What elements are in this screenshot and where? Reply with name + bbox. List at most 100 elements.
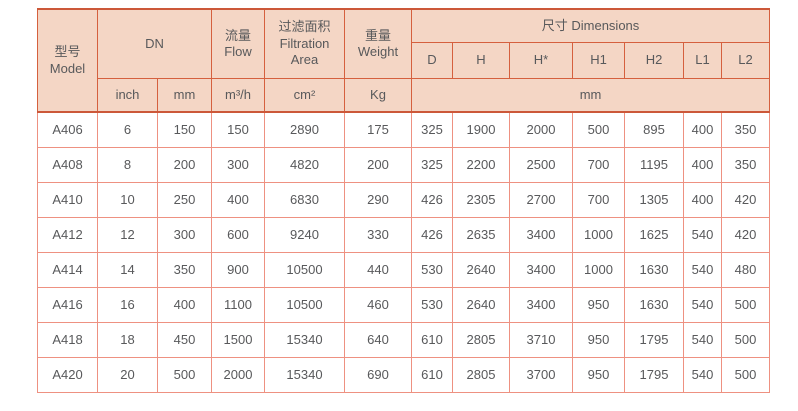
header-row-1: 型号 Model DN 流量 Flow 过滤面积 Filtration Area… xyxy=(37,8,771,113)
table-body: A406 6 150 150 2890 175 325 1900 2000 50… xyxy=(37,111,771,393)
model-cell: A414 xyxy=(37,251,98,288)
value-cell: 12 xyxy=(97,216,158,253)
value-cell: 3710 xyxy=(509,321,573,358)
unit-mm: mm xyxy=(157,77,212,113)
value-cell: 1305 xyxy=(624,181,684,218)
value-cell: 420 xyxy=(720,181,771,218)
value-cell: 1630 xyxy=(624,251,684,288)
header-flow: 流量 Flow xyxy=(211,8,265,79)
value-cell: 150 xyxy=(157,111,212,148)
value-cell: 200 xyxy=(344,146,412,183)
value-cell: 950 xyxy=(572,321,625,358)
value-cell: 10 xyxy=(97,181,158,218)
header-model-zh: 型号 xyxy=(54,44,81,60)
value-cell: 500 xyxy=(572,111,625,148)
value-cell: 200 xyxy=(157,146,212,183)
value-cell: 426 xyxy=(411,181,453,218)
value-cell: 1900 xyxy=(452,111,510,148)
unit-flow: m³/h xyxy=(211,77,265,113)
value-cell: 2805 xyxy=(452,321,510,358)
value-cell: 3700 xyxy=(509,356,573,393)
value-cell: 400 xyxy=(211,181,265,218)
value-cell: 500 xyxy=(157,356,212,393)
table-row: A414 14 350 900 10500 440 530 2640 3400 … xyxy=(37,251,771,288)
header-dim-h1: H1 xyxy=(572,41,625,79)
model-cell: A410 xyxy=(37,181,98,218)
value-cell: 1625 xyxy=(624,216,684,253)
value-cell: 1000 xyxy=(572,216,625,253)
value-cell: 2635 xyxy=(452,216,510,253)
header-weight-zh: 重量 xyxy=(364,27,391,43)
value-cell: 150 xyxy=(211,111,265,148)
header-flow-zh: 流量 xyxy=(224,27,251,43)
header-model: 型号 Model xyxy=(37,8,98,113)
model-cell: A408 xyxy=(37,146,98,183)
value-cell: 1795 xyxy=(624,356,684,393)
value-cell: 9240 xyxy=(264,216,345,253)
header-flow-en: Flow xyxy=(224,43,252,59)
value-cell: 420 xyxy=(720,216,771,253)
value-cell: 2805 xyxy=(452,356,510,393)
model-cell: A418 xyxy=(37,321,98,358)
value-cell: 700 xyxy=(572,181,625,218)
header-filtration-area: 过滤面积 Filtration Area xyxy=(264,8,345,79)
table-row: A420 20 500 2000 15340 690 610 2805 3700… xyxy=(37,356,771,393)
value-cell: 530 xyxy=(411,251,453,288)
header-weight: 重量 Weight xyxy=(344,8,412,79)
value-cell: 350 xyxy=(720,146,771,183)
value-cell: 480 xyxy=(720,251,771,288)
table-row: A406 6 150 150 2890 175 325 1900 2000 50… xyxy=(37,111,771,148)
header-dimensions: 尺寸 Dimensions xyxy=(410,8,771,43)
value-cell: 540 xyxy=(683,356,722,393)
value-cell: 500 xyxy=(720,356,771,393)
value-cell: 14 xyxy=(97,251,158,288)
value-cell: 640 xyxy=(344,321,412,358)
value-cell: 400 xyxy=(683,111,722,148)
value-cell: 450 xyxy=(157,321,212,358)
value-cell: 2640 xyxy=(452,286,510,323)
value-cell: 3400 xyxy=(509,251,573,288)
value-cell: 350 xyxy=(157,251,212,288)
table-row: A408 8 200 300 4820 200 325 2200 2500 70… xyxy=(37,146,771,183)
value-cell: 4820 xyxy=(264,146,345,183)
value-cell: 8 xyxy=(97,146,158,183)
value-cell: 300 xyxy=(211,146,265,183)
value-cell: 6 xyxy=(97,111,158,148)
value-cell: 3400 xyxy=(509,216,573,253)
value-cell: 16 xyxy=(97,286,158,323)
value-cell: 1000 xyxy=(572,251,625,288)
header-filtration-en-2: Area xyxy=(290,51,319,67)
header-dn: DN xyxy=(97,8,212,79)
value-cell: 460 xyxy=(344,286,412,323)
table-row: A418 18 450 1500 15340 640 610 2805 3710… xyxy=(37,321,771,358)
value-cell: 895 xyxy=(624,111,684,148)
header-weight-en: Weight xyxy=(357,43,399,59)
value-cell: 15340 xyxy=(264,356,345,393)
value-cell: 1100 xyxy=(211,286,265,323)
value-cell: 3400 xyxy=(509,286,573,323)
header-dim-d: D xyxy=(411,41,453,79)
spec-table: 型号 Model DN 流量 Flow 过滤面积 Filtration Area… xyxy=(37,8,771,393)
value-cell: 540 xyxy=(683,286,722,323)
unit-dims: mm xyxy=(410,77,771,113)
value-cell: 2640 xyxy=(452,251,510,288)
value-cell: 950 xyxy=(572,286,625,323)
value-cell: 540 xyxy=(683,321,722,358)
value-cell: 690 xyxy=(344,356,412,393)
value-cell: 6830 xyxy=(264,181,345,218)
value-cell: 10500 xyxy=(264,251,345,288)
value-cell: 2890 xyxy=(264,111,345,148)
value-cell: 20 xyxy=(97,356,158,393)
value-cell: 900 xyxy=(211,251,265,288)
value-cell: 700 xyxy=(572,146,625,183)
value-cell: 440 xyxy=(344,251,412,288)
value-cell: 610 xyxy=(411,356,453,393)
value-cell: 610 xyxy=(411,321,453,358)
value-cell: 330 xyxy=(344,216,412,253)
unit-weight: Kg xyxy=(344,77,412,113)
value-cell: 2200 xyxy=(452,146,510,183)
value-cell: 426 xyxy=(411,216,453,253)
value-cell: 1630 xyxy=(624,286,684,323)
header-dim-h-star: H* xyxy=(509,41,573,79)
value-cell: 350 xyxy=(720,111,771,148)
